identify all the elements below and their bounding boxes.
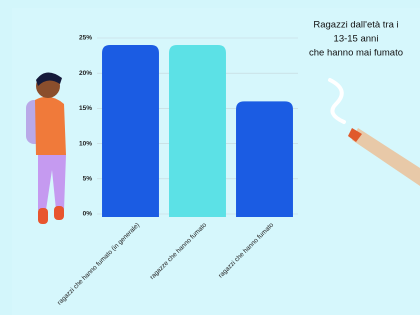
bar bbox=[102, 45, 159, 217]
bar bbox=[236, 101, 293, 217]
bar bbox=[169, 45, 226, 217]
chart: Ragazzi dall'età tra i 13-15 anni che ha… bbox=[0, 0, 420, 315]
title-line: 13-15 anni bbox=[334, 34, 379, 45]
y-tick-label: 10% bbox=[79, 140, 92, 147]
title-line: Ragazzi dall'età tra i bbox=[313, 20, 398, 31]
y-tick-label: 0% bbox=[83, 211, 93, 218]
y-tick-label: 5% bbox=[83, 176, 93, 183]
y-tick-label: 20% bbox=[79, 70, 92, 77]
title-line: che hanno mai fumato bbox=[309, 48, 403, 59]
y-tick-label: 25% bbox=[79, 35, 92, 42]
y-tick-label: 15% bbox=[79, 105, 92, 112]
